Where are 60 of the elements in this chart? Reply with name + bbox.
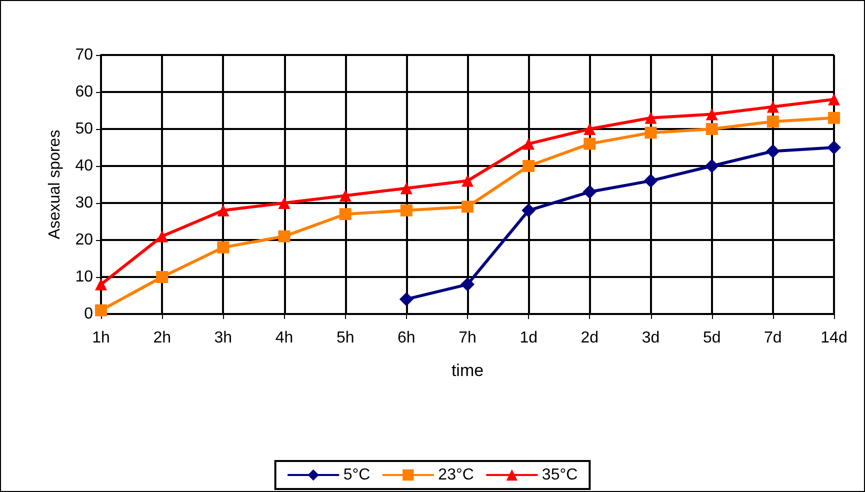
point	[462, 200, 474, 213]
x-tick-label: 1d	[520, 330, 538, 346]
point	[400, 204, 412, 216]
x-tick-label: 4h	[275, 330, 294, 346]
x-tick-label: 3h	[214, 330, 232, 346]
point	[582, 184, 597, 199]
point	[584, 123, 596, 135]
x-tick-label: 5h	[336, 330, 354, 346]
y-tick-label: 30	[75, 194, 94, 212]
legend-label: 5°C	[343, 466, 370, 484]
x-tick-label: 5d	[702, 330, 721, 346]
x-tick-label: 7h	[458, 330, 476, 346]
x-tick-label: 6h	[398, 330, 416, 346]
y-tick-label: 40	[75, 158, 94, 174]
y-tick-label: 0	[84, 306, 94, 322]
point	[584, 138, 596, 150]
legend-label: 35°C	[542, 466, 578, 484]
point	[339, 190, 352, 202]
point	[766, 144, 780, 158]
x-tick-label: 3d	[642, 330, 660, 346]
x-tick-label: 14d	[820, 330, 848, 346]
point	[339, 208, 352, 220]
point	[95, 304, 107, 316]
x-tick-label: 7d	[764, 330, 782, 346]
point	[522, 160, 535, 172]
x-axis-title: time	[451, 361, 484, 380]
point	[644, 126, 657, 139]
point	[522, 138, 535, 150]
point	[766, 116, 779, 128]
point	[706, 108, 718, 120]
x-tick-label: 1h	[92, 330, 110, 346]
point	[644, 112, 657, 124]
point	[217, 241, 230, 254]
x-tick-label: 2d	[580, 330, 599, 346]
point	[400, 182, 412, 194]
legend-label: 23°C	[438, 466, 474, 484]
point	[156, 271, 168, 283]
y-tick-label: 60	[75, 84, 94, 100]
point	[462, 174, 474, 187]
point	[644, 174, 658, 188]
y-tick-label: 50	[75, 120, 94, 138]
point	[156, 230, 168, 242]
y-tick-label: 70	[75, 46, 94, 64]
y-tick-label: 10	[75, 268, 94, 286]
point	[399, 292, 414, 306]
point	[766, 100, 779, 113]
point	[278, 230, 290, 242]
y-axis-title: Asexual spores	[46, 130, 64, 240]
y-tick-label: 20	[75, 232, 94, 248]
point	[278, 197, 290, 209]
point	[828, 93, 840, 106]
point	[522, 203, 536, 218]
point	[827, 140, 841, 154]
point	[95, 278, 107, 290]
point	[828, 112, 840, 124]
point	[217, 204, 230, 216]
x-tick-label: 2h	[153, 330, 171, 346]
point	[704, 159, 719, 173]
point	[706, 123, 718, 135]
point	[460, 277, 474, 292]
